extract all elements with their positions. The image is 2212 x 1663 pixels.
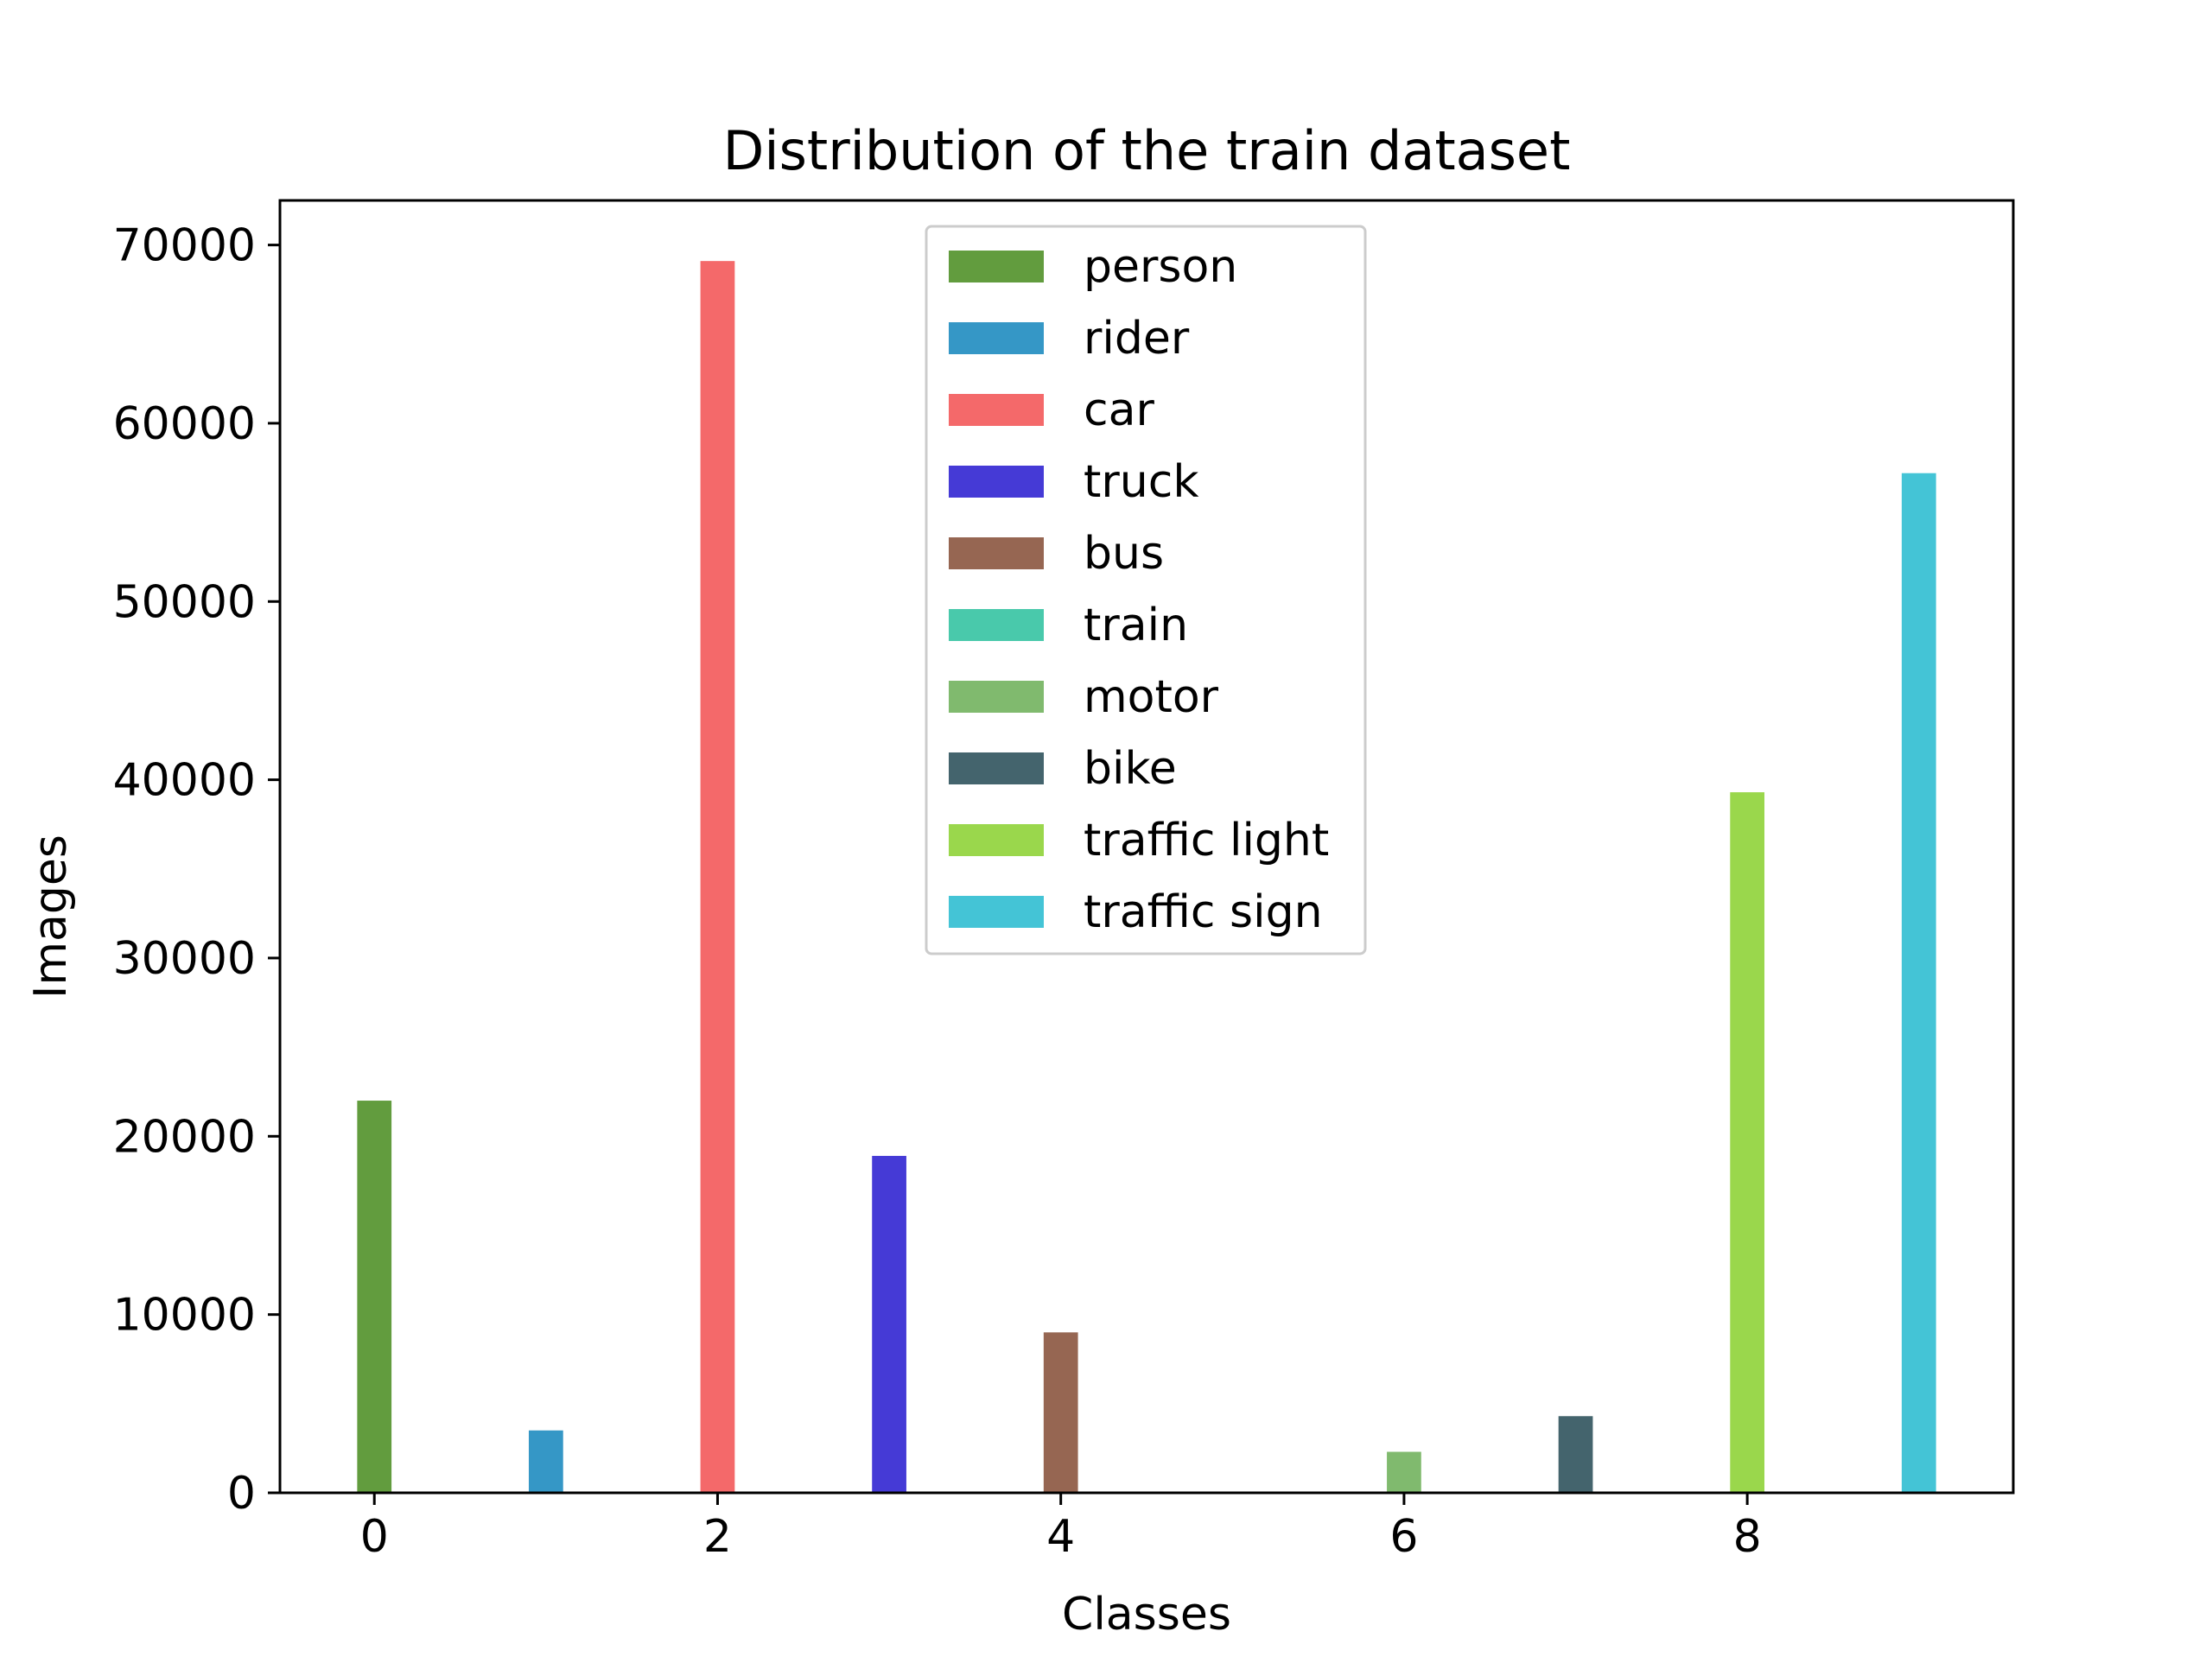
- y-axis: 0 10000 20000 30000 40000 50000 60000 70000: [113, 220, 280, 1520]
- x-tick-label: 4: [1046, 1511, 1075, 1563]
- legend-label-truck: truck: [1084, 456, 1198, 508]
- legend-swatch-bus: [949, 537, 1044, 569]
- legend-swatch-car: [949, 394, 1044, 426]
- legend-label-bike: bike: [1084, 743, 1177, 795]
- bar-traffic-light: [1730, 792, 1765, 1493]
- x-tick-label: 6: [1389, 1511, 1418, 1563]
- legend-label-rider: rider: [1084, 313, 1190, 365]
- x-axis: 0 2 4 6 8: [360, 1493, 1762, 1563]
- legend-swatch-rider: [949, 322, 1044, 354]
- legend-label-bus: bus: [1084, 528, 1164, 580]
- legend-label-train: train: [1084, 600, 1188, 651]
- legend-label-traffic-sign: traffic sign: [1084, 886, 1323, 938]
- bars: [357, 261, 1936, 1494]
- bar-traffic-sign: [1901, 473, 1936, 1494]
- x-tick-label: 0: [360, 1511, 389, 1563]
- y-tick-label: 40000: [113, 755, 256, 807]
- legend-swatch-traffic-light: [949, 824, 1044, 856]
- legend-swatch-bike: [949, 752, 1044, 784]
- y-tick-label: 20000: [113, 1111, 256, 1163]
- legend-swatch-truck: [949, 466, 1044, 498]
- legend: person rider car truck bus train motor bike traf…: [925, 225, 1367, 955]
- chart-title: Distribution of the train dataset: [723, 119, 1571, 182]
- legend-swatch-train: [949, 609, 1044, 641]
- bar-truck: [872, 1156, 906, 1493]
- bar-person: [357, 1101, 392, 1493]
- y-tick-label: 50000: [113, 576, 256, 628]
- bar-bike: [1558, 1416, 1593, 1493]
- x-axis-label: Classes: [1062, 1589, 1231, 1641]
- legend-label-car: car: [1084, 384, 1154, 436]
- legend-label-traffic-light: traffic light: [1084, 815, 1329, 866]
- y-tick-label: 0: [227, 1468, 256, 1520]
- bar-motor: [1387, 1451, 1421, 1493]
- legend-label-motor: motor: [1084, 671, 1219, 723]
- legend-swatch-person: [949, 251, 1044, 282]
- legend-swatch-motor: [949, 681, 1044, 713]
- x-tick-label: 2: [703, 1511, 732, 1563]
- y-tick-label: 30000: [113, 933, 256, 985]
- x-tick-label: 8: [1733, 1511, 1762, 1563]
- bar-car: [700, 261, 735, 1493]
- plot-frame: [278, 199, 2015, 1495]
- y-tick-label: 10000: [113, 1290, 256, 1342]
- y-tick-label: 60000: [113, 398, 256, 450]
- y-tick-label: 70000: [113, 220, 256, 272]
- legend-swatch-traffic-sign: [949, 896, 1044, 928]
- legend-label-person: person: [1084, 241, 1237, 293]
- y-axis-label: Images: [25, 835, 77, 999]
- bar-bus: [1043, 1332, 1078, 1493]
- bar-rider: [528, 1430, 563, 1493]
